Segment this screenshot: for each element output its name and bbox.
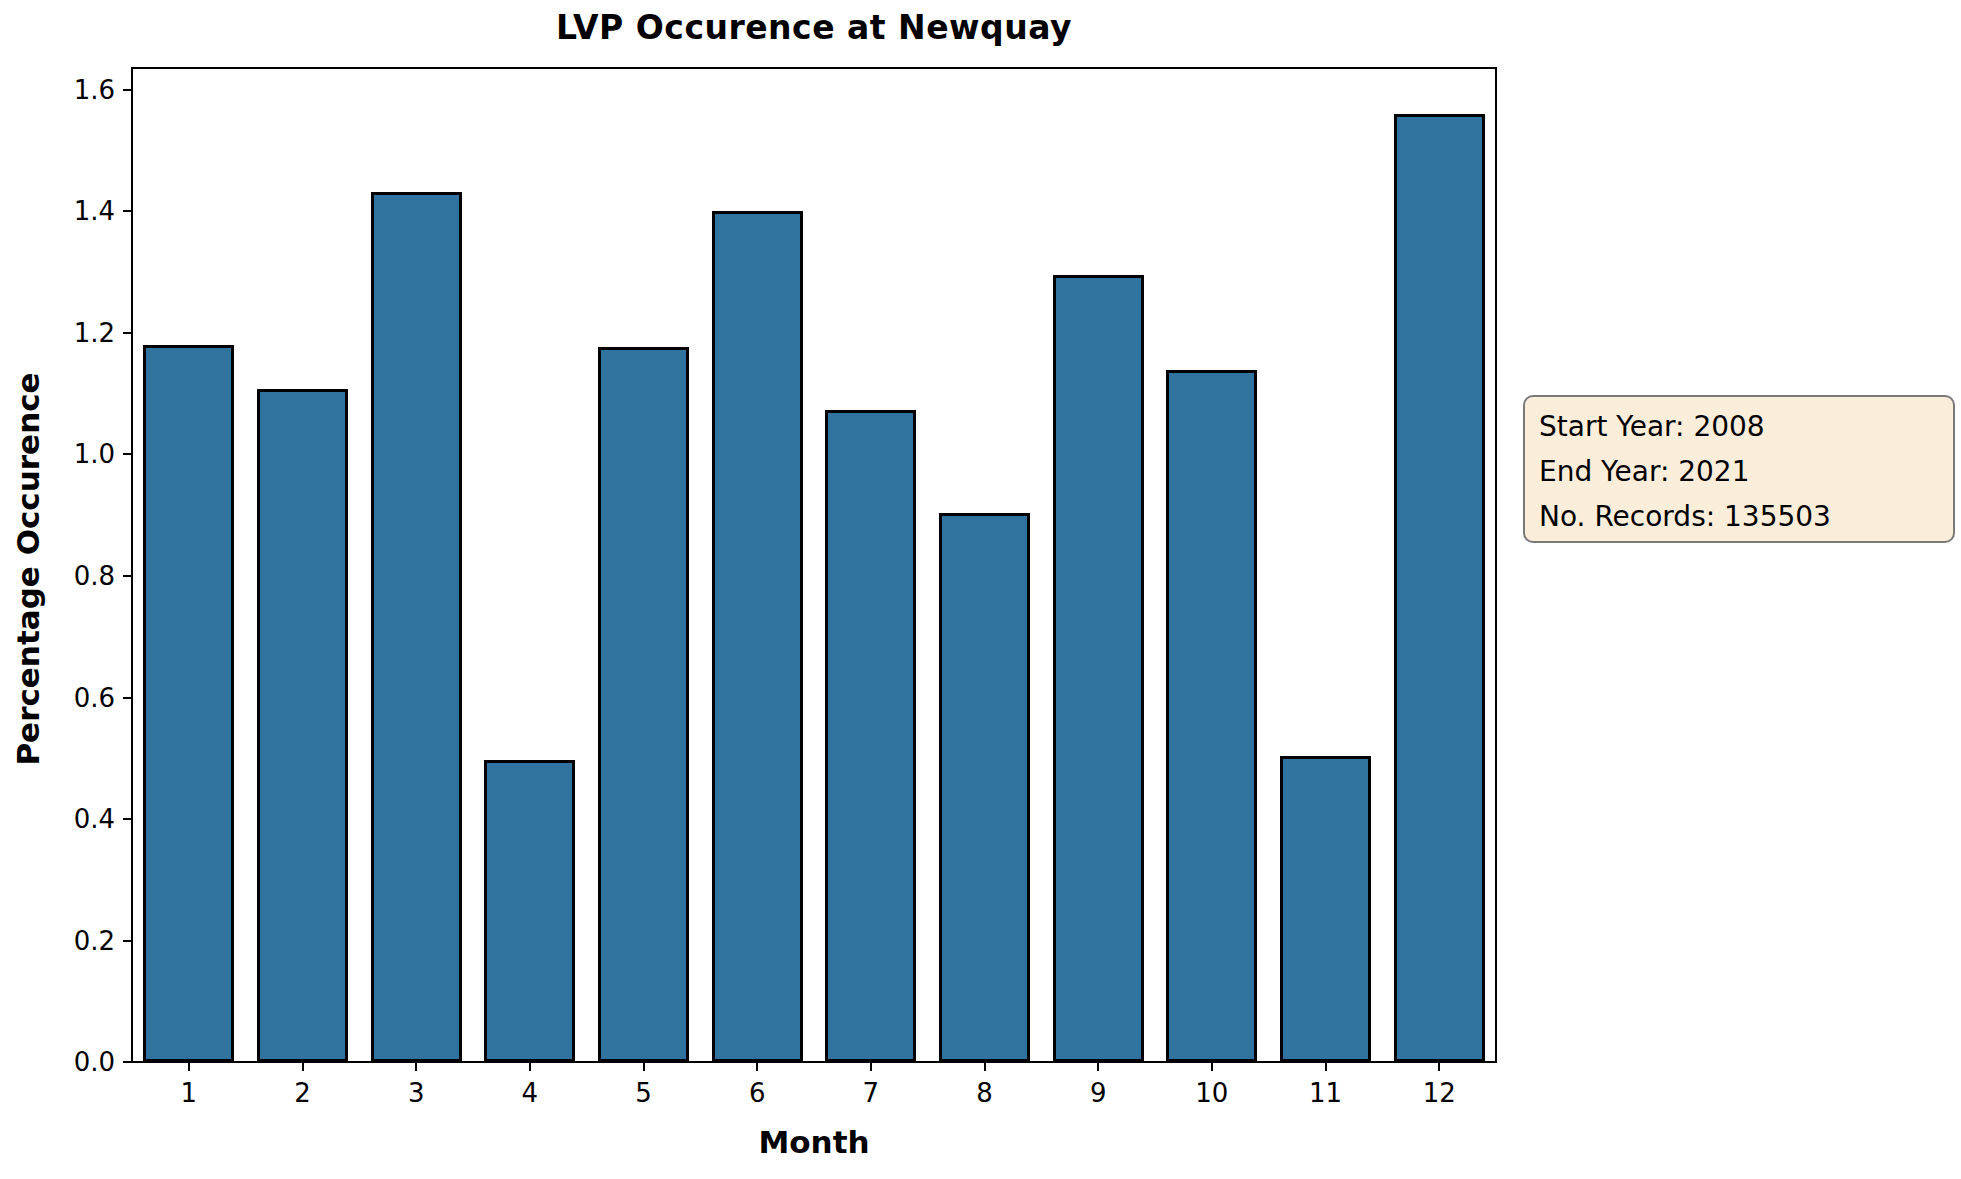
y-tick-mark <box>123 332 132 334</box>
y-tick-label: 0.4 <box>45 806 115 832</box>
x-tick-label: 10 <box>1172 1080 1252 1106</box>
annotation-line-end-year: End Year: 2021 <box>1539 449 1953 494</box>
y-tick-mark <box>123 89 132 91</box>
bar-month-12 <box>1394 114 1485 1062</box>
bar-month-9 <box>1053 275 1144 1062</box>
figure-canvas: LVP Occurence at Newquay 0.0 0.2 0.4 0.6 0.8… <box>0 0 1961 1179</box>
y-tick-mark <box>123 210 132 212</box>
bar-month-7 <box>825 410 916 1062</box>
y-tick-label: 1.4 <box>45 198 115 224</box>
y-tick-mark <box>123 818 132 820</box>
annotation-line-start-year: Start Year: 2008 <box>1539 404 1953 449</box>
y-tick-mark <box>123 575 132 577</box>
x-tick-mark <box>643 1062 645 1071</box>
x-tick-label: 8 <box>945 1080 1025 1106</box>
x-tick-label: 9 <box>1058 1080 1138 1106</box>
x-axis-label: Month <box>132 1124 1496 1160</box>
x-tick-label: 6 <box>717 1080 797 1106</box>
bar-month-1 <box>143 345 234 1062</box>
y-tick-label: 0.2 <box>45 928 115 954</box>
x-tick-mark <box>870 1062 872 1071</box>
y-tick-label: 1.2 <box>45 320 115 346</box>
x-tick-mark <box>756 1062 758 1071</box>
x-tick-mark <box>1097 1062 1099 1071</box>
x-tick-mark <box>529 1062 531 1071</box>
bar-month-8 <box>939 513 1030 1062</box>
annotation-box: Start Year: 2008 End Year: 2021 No. Reco… <box>1523 395 1955 543</box>
y-tick-label: 1.0 <box>45 441 115 467</box>
x-tick-mark <box>984 1062 986 1071</box>
y-tick-mark <box>123 1061 132 1063</box>
annotation-line-records: No. Records: 135503 <box>1539 494 1953 539</box>
x-tick-label: 12 <box>1399 1080 1479 1106</box>
bar-month-3 <box>371 192 462 1062</box>
x-tick-label: 3 <box>376 1080 456 1106</box>
x-tick-label: 7 <box>831 1080 911 1106</box>
x-tick-mark <box>1325 1062 1327 1071</box>
bar-month-2 <box>257 389 348 1062</box>
x-tick-label: 5 <box>604 1080 684 1106</box>
chart-title: LVP Occurence at Newquay <box>132 8 1496 47</box>
x-tick-label: 11 <box>1286 1080 1366 1106</box>
x-tick-mark <box>1211 1062 1213 1071</box>
y-tick-label: 0.8 <box>45 563 115 589</box>
bar-month-10 <box>1166 370 1257 1062</box>
x-tick-label: 2 <box>263 1080 343 1106</box>
bar-month-5 <box>598 347 689 1062</box>
bar-month-6 <box>712 211 803 1062</box>
x-tick-label: 1 <box>149 1080 229 1106</box>
x-tick-mark <box>415 1062 417 1071</box>
x-tick-label: 4 <box>490 1080 570 1106</box>
x-tick-mark <box>188 1062 190 1071</box>
y-tick-mark <box>123 697 132 699</box>
bar-month-4 <box>484 760 575 1062</box>
y-tick-mark <box>123 940 132 942</box>
y-tick-mark <box>123 453 132 455</box>
y-tick-label: 1.6 <box>45 77 115 103</box>
y-axis-label: Percentage Occurence <box>10 329 46 809</box>
y-tick-label: 0.6 <box>45 685 115 711</box>
y-tick-label: 0.0 <box>45 1049 115 1075</box>
x-tick-mark <box>1438 1062 1440 1071</box>
bar-month-11 <box>1280 756 1371 1062</box>
x-tick-mark <box>302 1062 304 1071</box>
